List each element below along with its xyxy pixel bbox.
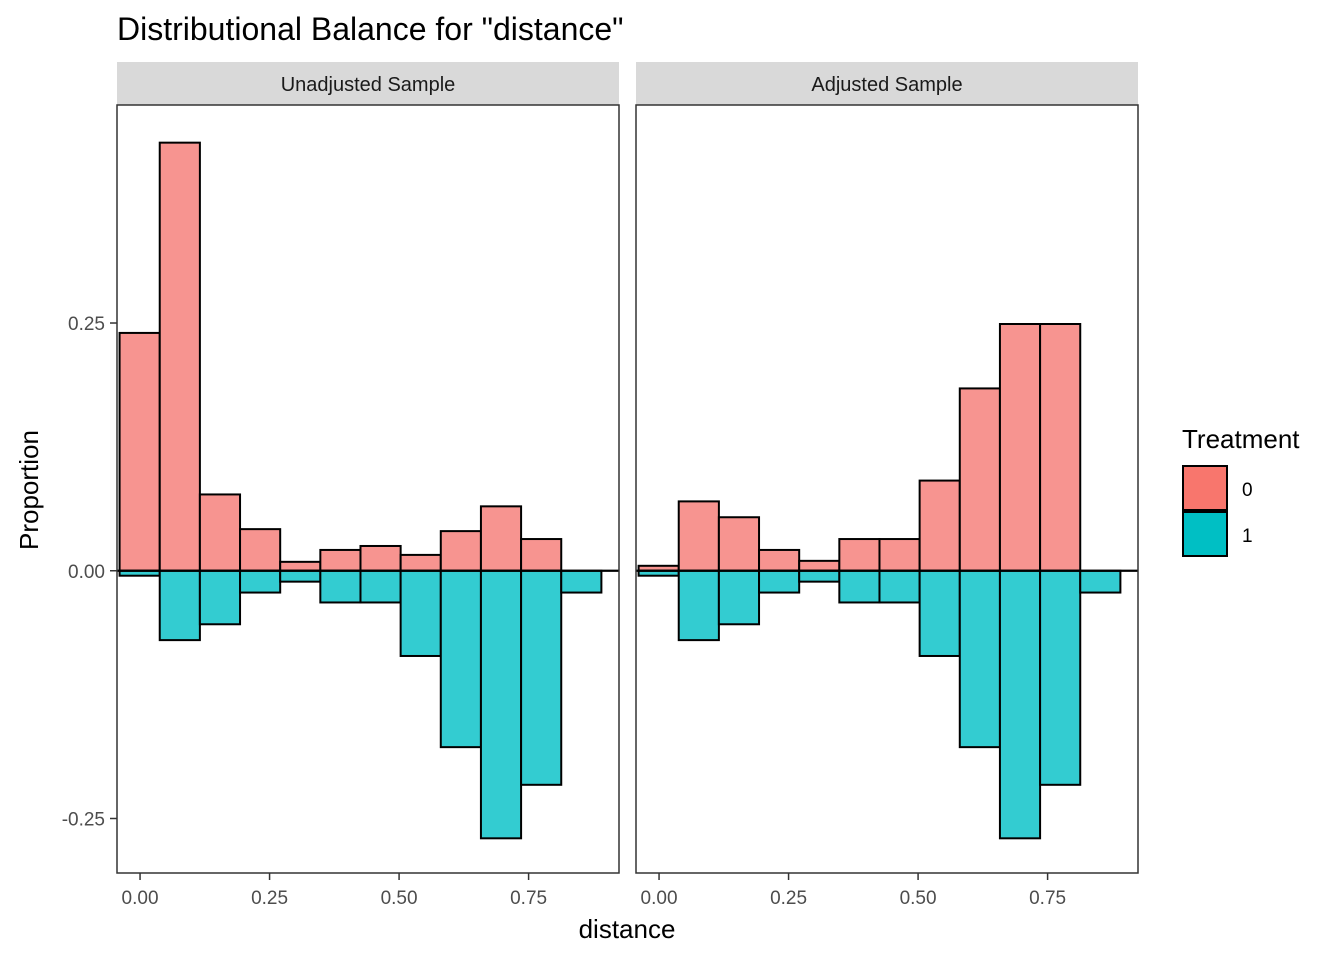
bar-treatment-0 [479,505,523,572]
chart-title: Distributional Balance for "distance" [117,11,624,47]
bar-treatment-1 [158,569,201,642]
bar-treatment-1 [359,569,402,604]
bar-treatment-1 [878,569,921,604]
bar-treatment-1 [399,569,442,657]
bar-treatment-0 [758,548,801,572]
x-tick-label: 0.75 [1029,888,1066,909]
panel-adjusted: Adjusted Sample 0.00 0.25 0.50 0.75 [635,62,1139,909]
bar-treatment-1 [479,569,523,840]
bar-treatment-0 [958,387,1001,572]
x-tick-label: 0.00 [641,888,678,909]
bar-treatment-0 [838,538,881,572]
x-tick-label: 0.25 [251,888,288,909]
x-tick-label: 0.00 [122,888,159,909]
x-tick-label: 0.25 [770,888,807,909]
facet-strip [636,62,1138,105]
y-tick-label: 0.25 [68,314,105,335]
bar-treatment-0 [1039,323,1082,572]
bar-treatment-0 [239,528,282,572]
panel-border [635,104,1139,874]
bar-treatment-0 [520,538,563,572]
y-tick-label: -0.25 [62,809,105,830]
x-tick-label: 0.50 [900,888,937,909]
x-tick-label: 0.75 [510,888,547,909]
bar-treatment-0 [798,559,841,572]
bar-treatment-1 [319,569,362,604]
bar-treatment-0 [399,553,442,572]
bar-treatment-0 [717,516,761,572]
x-tick-label: 0.50 [381,888,418,909]
facet-strip-label: Unadjusted Sample [281,74,456,96]
bar-treatment-1 [560,569,603,594]
facet-strip [117,62,619,105]
bar-treatment-1 [758,569,801,594]
bar-treatment-1 [198,569,242,626]
bar-treatment-0 [198,493,242,572]
bar-treatment-0 [918,479,961,572]
bar-treatment-0 [118,331,161,572]
bar-treatment-1 [279,569,322,583]
legend-key-1 [1182,511,1228,557]
bar-treatment-1 [439,569,482,749]
bar-treatment-0 [439,530,482,572]
legend-label-0: 0 [1242,480,1253,501]
bar-treatment-0 [158,141,201,572]
legend: Treatment 0 1 [1182,424,1300,557]
panel-unadjusted: Unadjusted Sample 0.00 0.25 0.50 0.75 [116,62,620,909]
bar-treatment-1 [1039,569,1082,786]
y-axis: 0.25 0.00 -0.25 [62,314,117,830]
bar-treatment-0 [359,544,402,572]
bar-treatment-1 [798,569,841,583]
y-tick-label: 0.00 [68,562,105,583]
bar-treatment-0 [677,500,720,572]
panel-border [116,104,620,874]
legend-title: Treatment [1182,424,1300,454]
legend-label-1: 1 [1242,526,1253,547]
bar-treatment-1 [677,569,720,642]
bar-treatment-0 [319,548,362,572]
legend-key-0 [1182,465,1228,511]
bar-treatment-1 [239,569,282,594]
y-axis-title: Proportion [14,430,44,550]
bar-treatment-1 [520,569,563,786]
x-axis-title: distance [579,914,676,944]
bar-treatment-1 [958,569,1001,749]
bar-treatment-1 [998,569,1042,840]
bar-treatment-1 [717,569,761,626]
bar-treatment-0 [279,560,322,572]
bar-treatment-1 [1079,569,1122,594]
bar-treatment-1 [838,569,881,604]
bar-treatment-0 [878,538,921,572]
facet-strip-label: Adjusted Sample [811,74,962,96]
bar-treatment-0 [998,323,1042,572]
bar-treatment-1 [918,569,961,657]
